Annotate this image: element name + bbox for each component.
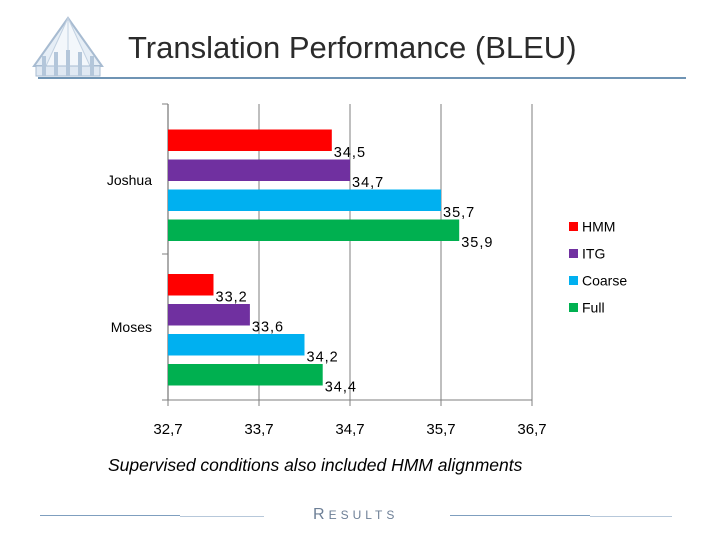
legend-label: HMM (582, 219, 615, 235)
legend-label: Coarse (582, 273, 627, 289)
footer-line-right-2 (590, 516, 672, 517)
x-tick-label: 36,7 (517, 421, 546, 438)
x-tick-label: 34,7 (335, 421, 364, 438)
bar-itg (168, 304, 250, 326)
legend-label: Full (582, 300, 605, 316)
x-tick-label: 33,7 (244, 421, 273, 438)
bar-full (168, 219, 460, 241)
data-label: 33,6 (252, 320, 284, 336)
bar-full (168, 364, 323, 386)
legend-swatch-itg (569, 249, 578, 258)
x-tick-label: 32,7 (153, 421, 182, 438)
bar-coarse (168, 334, 305, 356)
category-label: Moses (111, 319, 152, 335)
footer-section-label: RESULTS (313, 506, 398, 524)
legend-swatch-hmm (569, 222, 578, 231)
legend-swatch-coarse (569, 276, 578, 285)
bar-itg (168, 159, 350, 181)
title-divider (38, 77, 686, 79)
bar-hmm (168, 129, 332, 151)
footer-line-left-2 (180, 516, 264, 517)
bar-coarse (168, 189, 441, 211)
data-label: 35,9 (461, 235, 493, 251)
data-label: 34,5 (334, 145, 366, 161)
data-label: 34,7 (352, 175, 384, 191)
footer-label-rest: ESULTS (328, 508, 399, 522)
data-label: 35,7 (443, 205, 475, 221)
data-label: 34,2 (307, 350, 339, 366)
data-label: 33,2 (216, 290, 248, 306)
legend-label: ITG (582, 246, 605, 262)
chart-caption: Supervised conditions also included HMM … (108, 455, 523, 475)
gazebo-logo-icon (32, 16, 104, 77)
footer-line-left (40, 515, 180, 516)
bar-hmm (168, 274, 214, 296)
x-tick-label: 35,7 (426, 421, 455, 438)
legend-swatch-full (569, 303, 578, 312)
data-label: 34,4 (325, 380, 357, 396)
slide-title: Translation Performance (BLEU) (128, 30, 577, 65)
footer-label-initial: R (313, 506, 329, 523)
footer-line-right (450, 515, 590, 516)
category-label: Joshua (107, 172, 152, 188)
